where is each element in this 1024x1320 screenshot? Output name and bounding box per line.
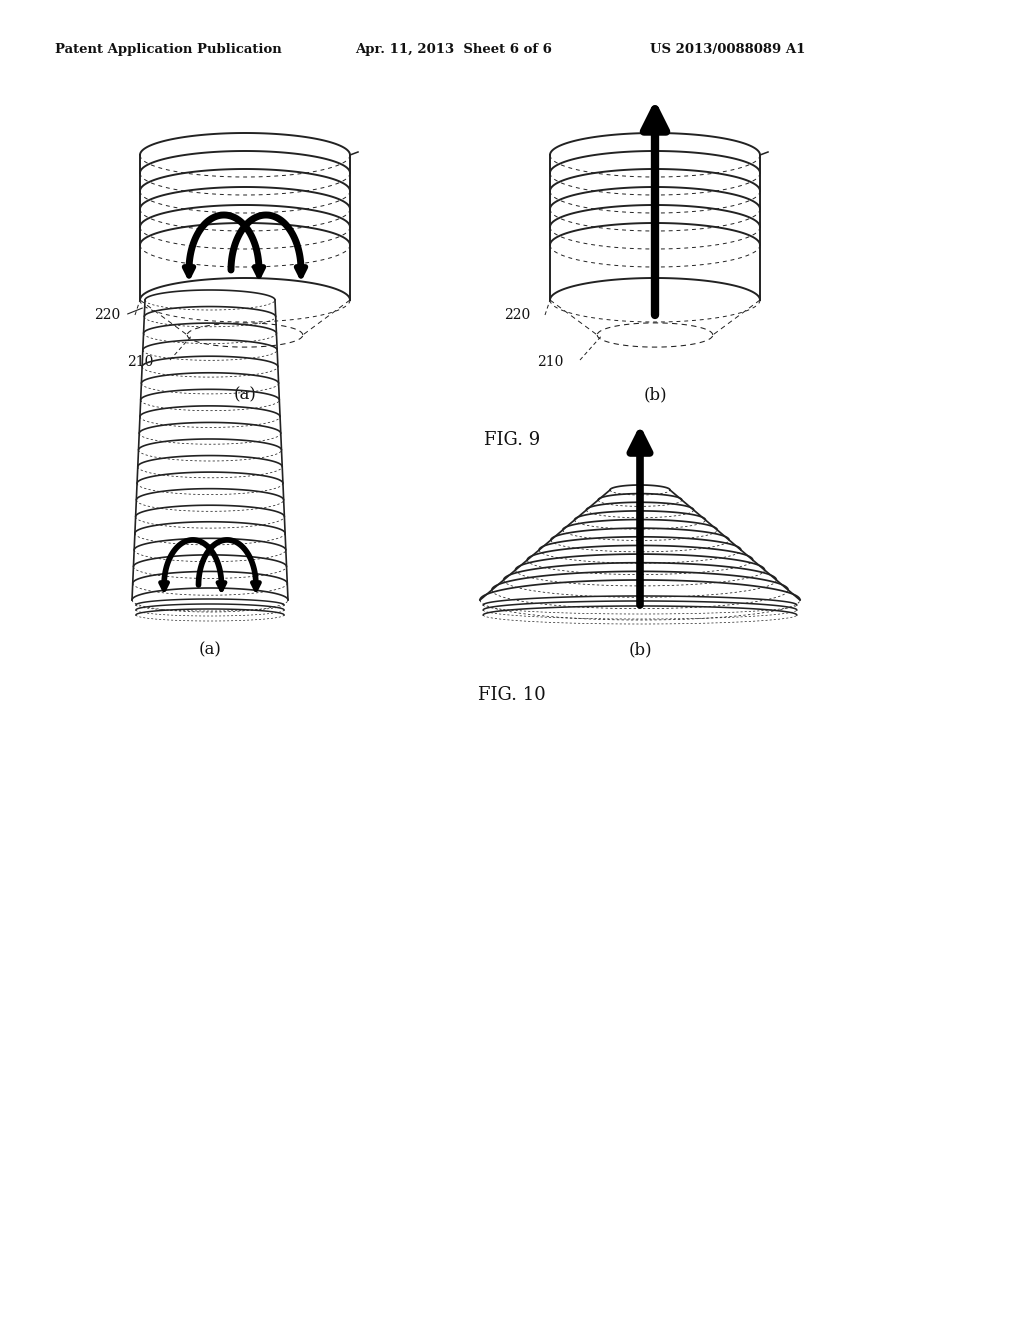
Text: FIG. 9: FIG. 9	[484, 432, 540, 449]
Text: (b): (b)	[643, 387, 667, 404]
Text: 220: 220	[504, 308, 530, 322]
Text: 210: 210	[537, 355, 563, 370]
Text: (b): (b)	[628, 642, 652, 659]
Text: Patent Application Publication: Patent Application Publication	[55, 44, 282, 57]
Text: Apr. 11, 2013  Sheet 6 of 6: Apr. 11, 2013 Sheet 6 of 6	[355, 44, 552, 57]
Text: 220: 220	[94, 308, 120, 322]
Text: 210: 210	[127, 355, 154, 370]
Text: US 2013/0088089 A1: US 2013/0088089 A1	[650, 44, 805, 57]
Text: FIG. 10: FIG. 10	[478, 686, 546, 704]
Text: (a): (a)	[199, 642, 221, 659]
Text: (a): (a)	[233, 387, 256, 404]
